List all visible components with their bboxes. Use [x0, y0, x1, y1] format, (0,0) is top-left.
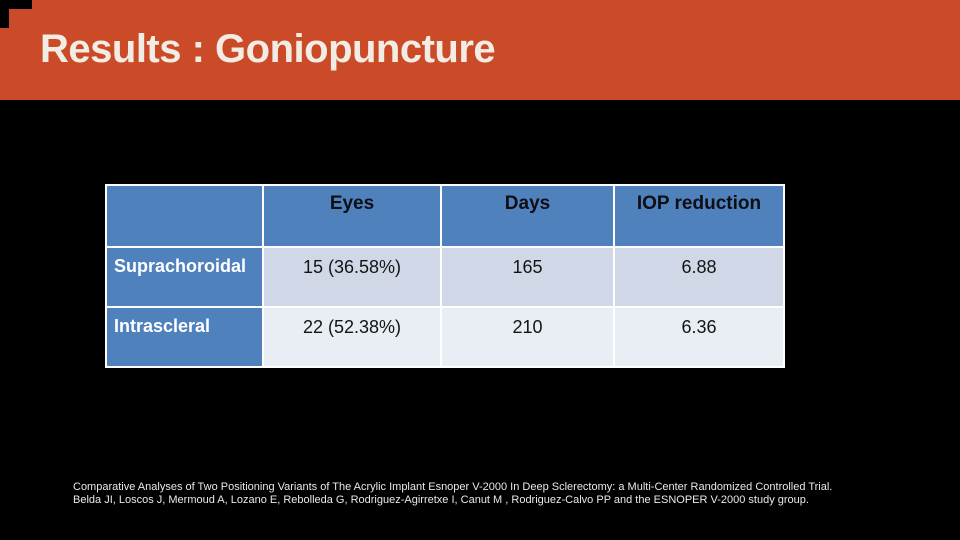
table-row: Intrascleral 22 (52.38%) 210 6.36: [105, 306, 785, 368]
cell-suprachoroidal-iop: 6.88: [613, 246, 785, 308]
cell-suprachoroidal-eyes: 15 (36.58%): [262, 246, 442, 308]
row-label-intrascleral: Intrascleral: [105, 306, 264, 368]
corner-notch-vertical: [0, 0, 9, 28]
header-cell-eyes: Eyes: [262, 184, 442, 248]
cell-intrascleral-days: 210: [440, 306, 615, 368]
header-cell-days: Days: [440, 184, 615, 248]
citation-line-2: Belda JI, Loscos J, Mermoud A, Lozano E,…: [73, 494, 809, 506]
cell-suprachoroidal-days: 165: [440, 246, 615, 308]
cell-intrascleral-eyes: 22 (52.38%): [262, 306, 442, 368]
corner-notch-horizontal: [0, 0, 32, 9]
table-header-row: Eyes Days IOP reduction: [105, 184, 785, 248]
row-label-suprachoroidal: Suprachoroidal: [105, 246, 264, 308]
table-row: Suprachoroidal 15 (36.58%) 165 6.88: [105, 246, 785, 308]
title-band: Results : Goniopuncture: [0, 0, 960, 100]
citation-line-1: Comparative Analyses of Two Positioning …: [73, 481, 833, 493]
cell-intrascleral-iop: 6.36: [613, 306, 785, 368]
citation-block: Comparative Analyses of Two Positioning …: [73, 481, 893, 507]
slide-title: Results : Goniopuncture: [40, 27, 496, 71]
header-cell-iop-reduction: IOP reduction: [613, 184, 785, 248]
results-table: Eyes Days IOP reduction Suprachoroidal 1…: [105, 184, 785, 368]
header-cell-empty: [105, 184, 264, 248]
